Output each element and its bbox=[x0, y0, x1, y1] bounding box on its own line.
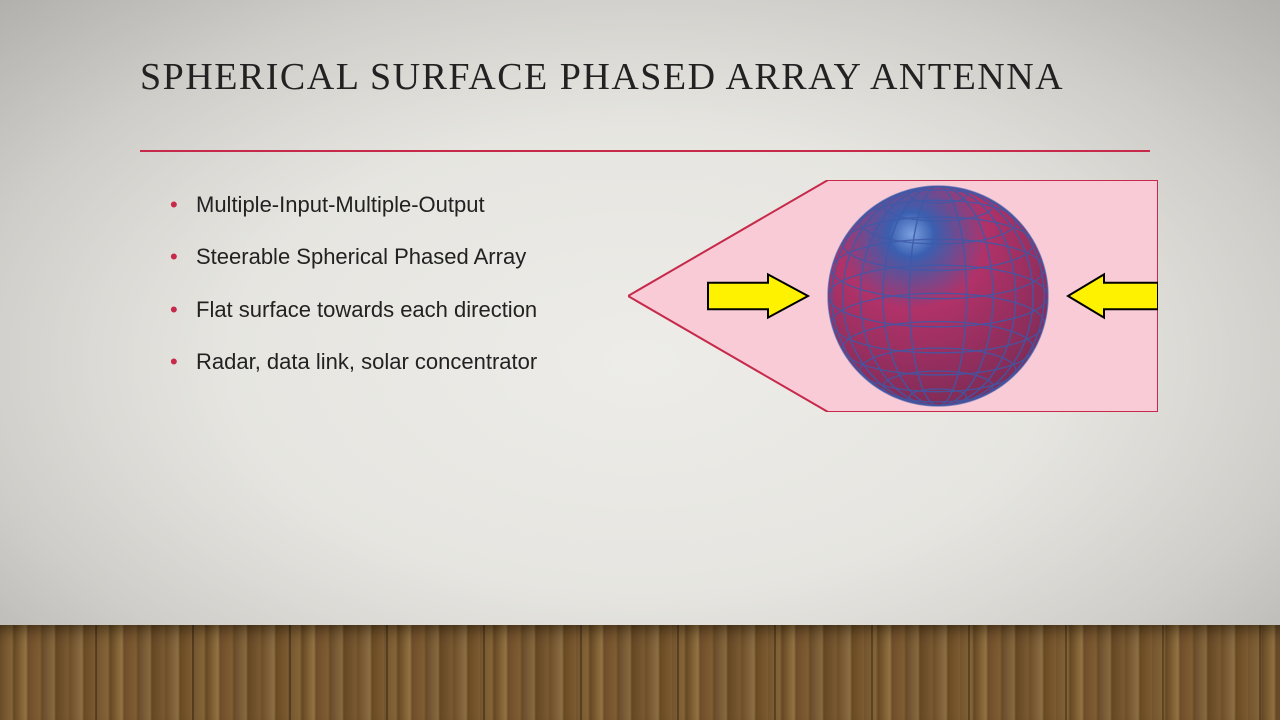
bullet-list: Multiple-Input-Multiple-Output Steerable… bbox=[170, 192, 600, 402]
floor-texture bbox=[0, 625, 1280, 720]
title-underline bbox=[140, 150, 1150, 152]
bullet-item: Multiple-Input-Multiple-Output bbox=[170, 192, 600, 218]
bullet-item: Radar, data link, solar concentrator bbox=[170, 349, 600, 375]
antenna-diagram bbox=[628, 180, 1158, 412]
slide: SPHERICAL SURFACE PHASED ARRAY ANTENNA M… bbox=[0, 0, 1280, 720]
bullet-item: Steerable Spherical Phased Array bbox=[170, 244, 600, 270]
bullet-item: Flat surface towards each direction bbox=[170, 297, 600, 323]
diagram-svg bbox=[628, 180, 1158, 412]
slide-title: SPHERICAL SURFACE PHASED ARRAY ANTENNA bbox=[140, 55, 1064, 99]
